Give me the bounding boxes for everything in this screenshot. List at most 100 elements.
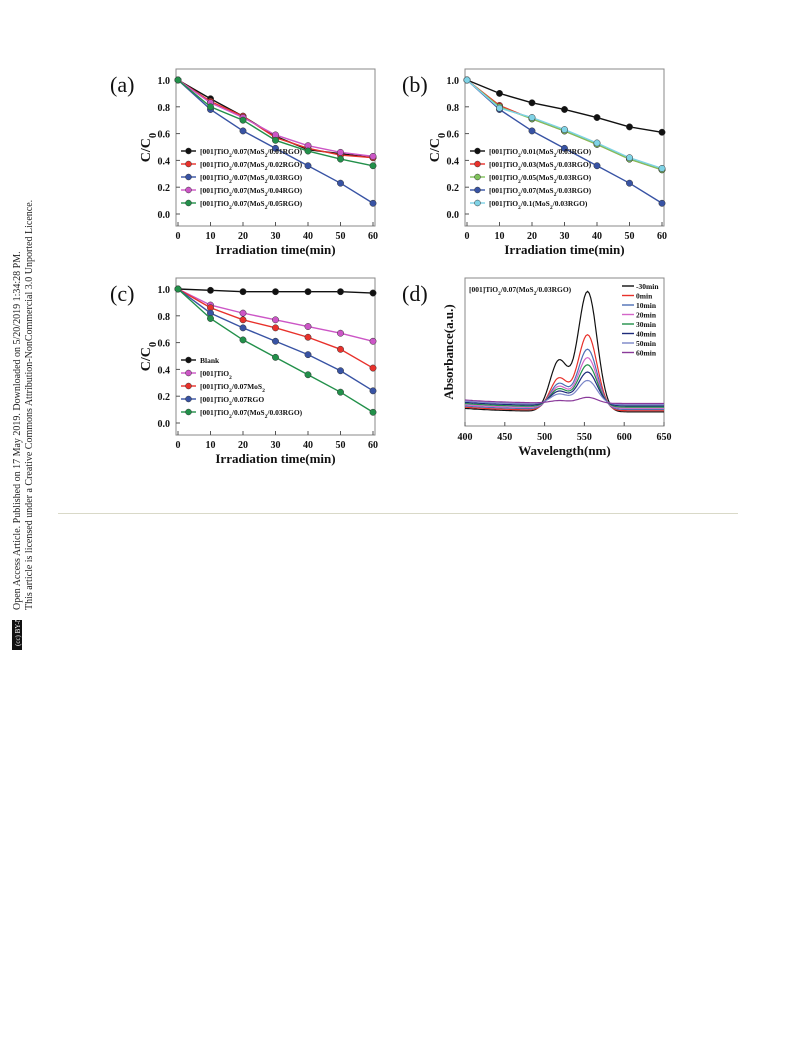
legend-label: 60min (636, 349, 657, 358)
x-tick-label: 0 (465, 231, 470, 242)
data-point (369, 289, 377, 297)
x-tick-label: 10 (495, 231, 505, 242)
y-tick-label: 0.0 (158, 419, 171, 430)
x-tick-label: 10 (206, 440, 216, 451)
notice-line-2: This article is licensed under a Creativ… (24, 200, 35, 610)
y-tick-label: 1.0 (447, 76, 460, 87)
legend-label: [001]TiO2/0.07(MoS2/0.03RGO) (200, 173, 303, 185)
panel-label: (a) (110, 72, 134, 97)
legend-marker (474, 173, 481, 181)
data-point (337, 179, 344, 187)
spectrum-line (464, 379, 664, 406)
y-axis-label: C/C0 (139, 133, 159, 162)
spectrum-line (464, 371, 664, 407)
y-axis-label: C/C0 (139, 342, 159, 371)
data-point (528, 127, 536, 135)
y-tick-label: 0.2 (447, 183, 460, 194)
license-notice: (cc) BY-NC Open Access Article. Publishe… (0, 0, 40, 665)
legend-marker (185, 199, 192, 207)
data-point (272, 324, 279, 332)
data-point (304, 333, 312, 341)
data-point (272, 316, 279, 324)
data-point (369, 408, 377, 416)
data-point (207, 315, 214, 322)
data-point (626, 179, 633, 187)
x-tick-label: 60 (368, 440, 378, 451)
legend-label: Blank (200, 356, 220, 365)
legend-label: -30min (636, 282, 659, 291)
legend-marker (185, 395, 192, 403)
y-tick-label: 0.6 (447, 130, 460, 141)
data-point (658, 128, 666, 136)
x-tick-label: 10 (206, 231, 216, 242)
x-tick-label: 400 (458, 432, 473, 443)
data-point (337, 367, 344, 375)
data-point (337, 155, 344, 163)
legend-label: [001]TiO2/0.01(MoS2/0.03RGO) (489, 147, 592, 159)
data-point (239, 336, 247, 344)
data-point (369, 199, 377, 207)
spectrum-line (464, 333, 664, 412)
legend-marker (185, 356, 192, 364)
legend-label: [001]TiO2/0.07MoS2 (200, 382, 265, 394)
data-point (463, 76, 471, 84)
panel-b: (b) 0.0 0.2 0.4 0.6 0.8 1.0 0 10 20 30 40 50 60 Irradi… (402, 68, 667, 257)
x-tick-label: 30 (271, 231, 281, 242)
spectrum-line (464, 364, 664, 408)
data-point (239, 288, 247, 296)
data-point (658, 164, 666, 172)
legend-label: [001]TiO2 (200, 369, 232, 381)
x-tick-label: 600 (617, 432, 632, 443)
x-axis-label: Irradiation time(min) (504, 242, 624, 257)
legend-label: [001]TiO2/0.07(MoS2/0.03RGO) (200, 408, 303, 420)
data-point (239, 316, 247, 324)
legend-label: [001]TiO2/0.05(MoS2/0.03RGO) (489, 173, 592, 185)
x-tick-label: 60 (368, 231, 378, 242)
spectrum-line (464, 348, 664, 411)
legend-label: [001]TiO2/0.07RGO (200, 395, 264, 407)
data-point (174, 76, 182, 84)
data-point (272, 288, 279, 296)
data-point (528, 99, 536, 107)
x-axis-label: Irradiation time(min) (215, 242, 335, 257)
y-tick-label: 0.0 (447, 210, 460, 221)
data-point (207, 286, 214, 294)
data-point (593, 162, 601, 170)
data-point (561, 126, 568, 134)
data-point (658, 199, 666, 207)
legend-label: 50min (636, 339, 657, 348)
data-point (272, 353, 279, 361)
section-divider (58, 513, 738, 514)
legend-label: [001]TiO2/0.1(MoS2/0.03RGO) (489, 199, 588, 211)
legend-marker (474, 199, 481, 207)
data-point (337, 345, 344, 353)
data-point (272, 144, 279, 152)
series-line (466, 79, 663, 204)
annotation: [001]TiO2/0.07(MoS2/0.03RGO) (469, 285, 572, 297)
y-tick-label: 0.2 (158, 392, 171, 403)
data-point (304, 162, 312, 170)
legend-label: [001]TiO2/0.03(MoS2/0.03RGO) (489, 160, 592, 172)
license-notice-svg: (cc) BY-NC Open Access Article. Publishe… (12, 200, 35, 650)
x-tick-label: 550 (577, 432, 592, 443)
y-tick-label: 0.4 (158, 365, 171, 376)
data-point (304, 323, 312, 330)
x-axis-label: Irradiation time(min) (215, 451, 335, 466)
legend-label: 40min (636, 330, 657, 339)
legend-marker (185, 173, 192, 181)
data-point (239, 309, 247, 317)
notice-line-1: Open Access Article. Published on 17 May… (12, 251, 23, 610)
spectrum-line (464, 290, 664, 413)
y-tick-label: 0.6 (158, 130, 171, 141)
legend-marker (474, 147, 481, 155)
data-point (337, 148, 344, 156)
data-point (496, 104, 503, 112)
y-axis-label: C/C0 (428, 133, 448, 162)
x-tick-label: 20 (527, 231, 537, 242)
panel-label: (b) (402, 72, 428, 97)
legend-label: [001]TiO2/0.07(MoS2/0.05RGO) (200, 199, 303, 211)
legend-label: [001]TiO2/0.07(MoS2/0.04RGO) (200, 186, 303, 198)
data-point (239, 127, 247, 135)
legend-label: [001]TiO2/0.07(MoS2/0.01RGO) (200, 147, 303, 159)
x-tick-label: 500 (537, 432, 552, 443)
